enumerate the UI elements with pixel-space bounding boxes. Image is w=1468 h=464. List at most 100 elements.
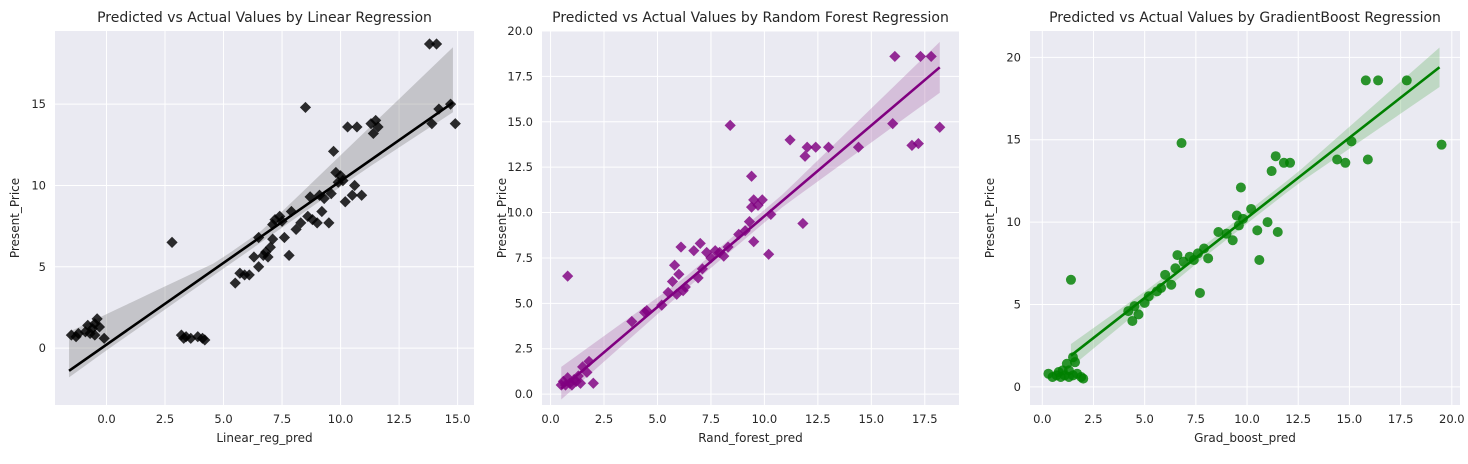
x-tick-label: 10.0 xyxy=(752,412,778,426)
data-point xyxy=(784,134,796,146)
x-tick-label: 5.0 xyxy=(648,412,666,426)
regression-line xyxy=(560,66,941,390)
data-point xyxy=(724,119,736,132)
data-point xyxy=(1235,182,1246,193)
data-point xyxy=(84,327,96,340)
data-point xyxy=(581,366,593,378)
data-point xyxy=(1227,235,1238,246)
data-point xyxy=(426,118,438,130)
chart-panel-2: 0.0 2.5 5.0 7.5 10.0 12.5 15.0 17.5 0.0 2.5 5.0 7.5… xyxy=(495,10,959,445)
data-point xyxy=(822,141,835,153)
x-tick-label: 12.5 xyxy=(805,412,831,426)
data-point xyxy=(756,194,768,206)
y-tick-label: 0 xyxy=(1014,380,1021,394)
data-point xyxy=(185,332,197,344)
x-tick-label: 20.0 xyxy=(1439,412,1465,426)
data-point xyxy=(739,225,751,237)
data-point xyxy=(1065,274,1076,285)
data-point xyxy=(1360,75,1371,86)
data-point xyxy=(1237,213,1248,224)
x-tick-label: 15.0 xyxy=(859,412,885,426)
data-point xyxy=(852,141,865,153)
data-point xyxy=(372,121,384,133)
x-tick-label: 12.5 xyxy=(1285,412,1311,426)
data-point xyxy=(912,137,924,150)
data-point xyxy=(283,249,295,261)
x-tick-label: 17.5 xyxy=(1388,412,1414,426)
y-tick-label: 20 xyxy=(1006,50,1021,64)
x-tick-label: 15.0 xyxy=(445,412,471,426)
regression-line xyxy=(68,101,454,372)
data-point xyxy=(743,216,756,228)
y-tick-label: 2.5 xyxy=(515,342,533,356)
chart-title: Predicted vs Actual Values by Random For… xyxy=(552,10,949,26)
data-point xyxy=(801,141,813,153)
y-tick-label: 5 xyxy=(1014,297,1021,311)
y-tick-label: 15 xyxy=(1006,133,1021,147)
data-point xyxy=(1252,225,1263,236)
x-axis-label: Linear_reg_pred xyxy=(216,431,312,445)
y-tick-label: 12.5 xyxy=(507,160,533,174)
x-axis-label: Grad_boost_pred xyxy=(1194,431,1296,445)
x-tick-label: 0.0 xyxy=(1033,412,1051,426)
data-point xyxy=(694,237,706,250)
data-point xyxy=(675,241,687,253)
data-point xyxy=(1266,166,1277,177)
data-point xyxy=(316,205,328,218)
y-tick-label: 10 xyxy=(31,178,46,192)
data-point xyxy=(688,245,700,257)
x-tick-label: 5.0 xyxy=(214,412,232,426)
y-tick-label: 5.0 xyxy=(515,296,533,310)
chart-panel-3: 0.0 2.5 5.0 7.5 10.0 12.5 15.0 17.5 20.0 0 5 10 15 20… xyxy=(983,10,1465,445)
x-tick-label: 2.5 xyxy=(156,412,174,426)
data-point xyxy=(365,118,377,130)
data-point xyxy=(1213,227,1224,238)
data-point xyxy=(574,377,587,389)
data-point xyxy=(914,50,927,63)
x-tick-label: 10.0 xyxy=(1234,412,1260,426)
data-point xyxy=(562,270,574,282)
data-point xyxy=(1166,279,1177,290)
x-tick-label: 15.0 xyxy=(1337,412,1363,426)
x-tick-label: 2.5 xyxy=(1084,412,1102,426)
data-point xyxy=(925,50,937,63)
data-point xyxy=(797,217,809,230)
data-point xyxy=(199,334,211,346)
data-point xyxy=(673,268,685,280)
data-point xyxy=(1172,250,1183,261)
data-point xyxy=(562,372,574,384)
data-point xyxy=(323,217,335,229)
chart-panel-1: 0.0 2.5 5.0 7.5 10.0 12.5 15.0 0 5 10 15 Predicted … xyxy=(8,10,474,445)
data-point xyxy=(1160,269,1171,280)
y-axis-label: Present_Price xyxy=(495,178,509,258)
data-point xyxy=(356,189,368,201)
data-point xyxy=(89,318,101,330)
data-point xyxy=(264,241,276,253)
data-point xyxy=(1373,75,1384,86)
data-point xyxy=(339,196,351,208)
data-point xyxy=(370,114,382,127)
data-point xyxy=(311,217,323,229)
y-tick-label: 5 xyxy=(39,260,46,274)
data-point xyxy=(351,121,363,133)
data-point xyxy=(166,236,178,248)
data-point xyxy=(587,377,599,389)
data-point xyxy=(91,313,103,325)
x-tick-label: 7.5 xyxy=(273,412,291,426)
data-point xyxy=(262,251,274,263)
data-point xyxy=(243,269,255,281)
x-tick-label: 7.5 xyxy=(1187,412,1205,426)
data-point xyxy=(269,214,281,226)
x-tick-label: 0.0 xyxy=(541,412,559,426)
data-point xyxy=(1436,139,1447,150)
data-point xyxy=(430,38,443,50)
data-point xyxy=(889,50,901,63)
data-point xyxy=(1176,138,1187,149)
data-point xyxy=(763,248,775,260)
data-point xyxy=(234,267,246,279)
y-tick-label: 17.5 xyxy=(507,69,533,83)
data-point xyxy=(641,304,653,317)
data-point xyxy=(93,321,106,333)
data-point xyxy=(302,210,314,222)
